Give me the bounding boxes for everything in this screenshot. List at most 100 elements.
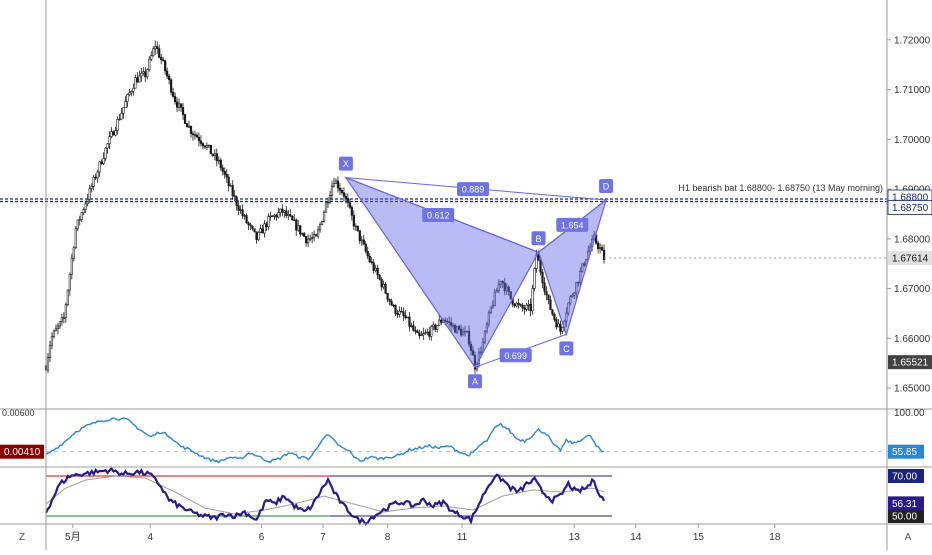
candle-body: [289, 214, 292, 217]
candle-body: [406, 316, 409, 319]
candle-body: [581, 263, 584, 272]
candle-body: [84, 203, 87, 210]
candle-body: [275, 214, 278, 218]
candle-body: [269, 215, 272, 217]
candle-body: [140, 72, 143, 77]
ind1-left-label: 0.00410: [4, 447, 41, 458]
candle-body: [316, 229, 320, 237]
point-a-badge[interactable]: [467, 374, 482, 389]
candle-body: [539, 260, 542, 273]
candle-body: [285, 210, 288, 216]
candle-body: [64, 304, 67, 319]
candle-body: [350, 206, 353, 216]
ratio-label: 0.612: [427, 210, 450, 220]
candle-body: [255, 231, 258, 241]
candle-body: [360, 239, 363, 242]
candle-body: [394, 305, 397, 314]
candle-body: [553, 313, 556, 320]
point-c-badge[interactable]: [559, 341, 574, 356]
candle-body: [209, 144, 212, 155]
candle-body: [134, 77, 137, 89]
candle-body: [541, 271, 544, 284]
candle-body: [344, 195, 347, 199]
candle-body: [168, 75, 171, 81]
candle-body: [179, 103, 183, 108]
candle-body: [112, 131, 115, 136]
candle-body: [452, 325, 455, 327]
candle-body: [551, 309, 554, 315]
price-chart[interactable]: [44, 40, 887, 374]
zone-label-0: 1.68800: [892, 193, 929, 204]
price-tick-label: 1.72000: [894, 35, 931, 46]
candle-body: [336, 180, 340, 189]
candle-body: [201, 143, 204, 146]
candle-body: [78, 219, 81, 221]
candle-body: [164, 60, 167, 72]
low-price-label: 1.65521: [892, 358, 929, 369]
candle-body: [400, 310, 403, 313]
candle-body: [467, 330, 471, 345]
candle-body: [191, 133, 195, 135]
candle-body: [293, 219, 296, 221]
candle-body: [438, 319, 441, 326]
candle-body: [420, 334, 423, 336]
candle-body: [267, 216, 270, 228]
candle-body: [412, 325, 415, 331]
indicator-pane-1[interactable]: [45, 417, 887, 464]
candle-body: [160, 57, 163, 61]
candle-body: [263, 223, 266, 234]
candle-body: [46, 357, 50, 371]
candle-body: [253, 228, 256, 233]
candle-body: [446, 320, 449, 323]
low-price-badge: [888, 355, 932, 370]
candle-body: [106, 143, 109, 149]
candle-body: [162, 59, 165, 61]
candle-body: [142, 71, 145, 74]
candle-body: [175, 101, 179, 108]
candle-body: [374, 267, 377, 271]
candle-body: [48, 345, 52, 358]
point-c-label: C: [563, 344, 570, 354]
candle-body: [181, 107, 185, 115]
point-b-badge[interactable]: [531, 231, 546, 246]
candle-body: [491, 305, 494, 308]
point-d-badge[interactable]: [599, 179, 614, 194]
candle-body: [257, 231, 260, 241]
candle-body: [130, 91, 133, 94]
candle-body: [513, 303, 516, 307]
candle-body: [177, 103, 181, 108]
candle-body: [519, 304, 522, 306]
candle-body: [448, 321, 451, 323]
candle-body: [473, 355, 477, 370]
candle-body: [110, 131, 113, 137]
candle-body: [96, 171, 99, 179]
candle-body: [74, 228, 77, 249]
candle-body: [602, 250, 606, 260]
indicator-pane-2[interactable]: [45, 466, 612, 526]
candle-body: [440, 319, 443, 323]
candle-body: [384, 284, 387, 294]
price-tick-label: 1.66000: [894, 334, 931, 345]
candle-body: [211, 153, 214, 156]
point-x-badge[interactable]: [338, 156, 353, 171]
candle-body: [493, 291, 496, 306]
candle-body: [231, 185, 234, 197]
candle-body: [535, 253, 538, 269]
bat-pattern[interactable]: X A B C D 0.889 0.612 0.699 1.654: [338, 156, 614, 389]
candle-body: [185, 123, 189, 128]
ratio-badge: [456, 182, 489, 197]
candle-body: [311, 237, 314, 240]
candle-body: [525, 305, 528, 310]
candle-body: [197, 136, 201, 142]
candle-body: [104, 147, 107, 159]
candle-body: [398, 310, 401, 315]
candle-body: [340, 190, 344, 193]
candle-body: [432, 324, 435, 327]
candle-body: [497, 283, 500, 292]
candle-body: [392, 304, 395, 307]
candle-body: [76, 219, 79, 230]
candle-body: [166, 70, 169, 77]
